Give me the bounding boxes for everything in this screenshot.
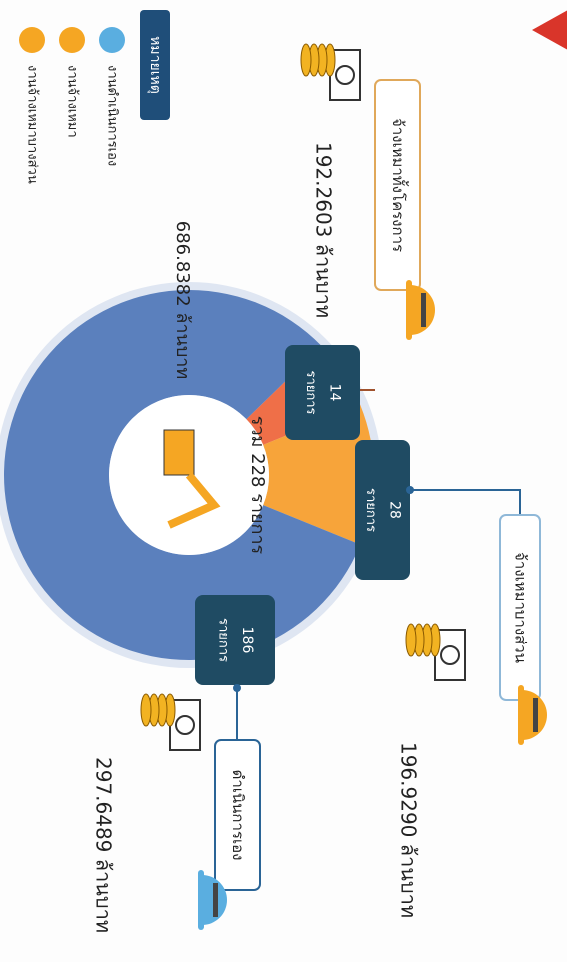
unit-label: รายการ [216, 618, 231, 662]
legend-swatch [19, 27, 45, 53]
leader-dot [233, 684, 241, 692]
total-label: รวม 228 รายการ [247, 416, 268, 555]
helmet-band [213, 883, 218, 917]
coin-stack [406, 624, 416, 656]
unit-label: รายการ [363, 488, 378, 532]
legend-label: งานจ้างเหมา [65, 65, 80, 138]
value-box [285, 345, 360, 440]
total-amount: 686.8382 ล้านบาท [172, 221, 193, 379]
helmet-band [533, 698, 538, 732]
amount-label: 196.9290 ล้านบาท [397, 742, 421, 918]
legend-label: งานจ้างเหมาบางส่วน [25, 65, 40, 184]
legend-title: หมายเหตุ [147, 36, 163, 94]
category-label: ดำเนินการเอง [229, 770, 247, 861]
coin-stack [141, 694, 151, 726]
excavator-icon [164, 430, 194, 475]
value-box [195, 595, 275, 685]
leader-dot [406, 486, 414, 494]
helmet-brim [406, 280, 412, 340]
legend-swatch [59, 27, 85, 53]
legend-label: งานดำเนินการเอง [105, 65, 120, 166]
category-label: จ้างเหมาทั้งโครงการ [389, 118, 409, 252]
infographic: รวม 228 รายการ 686.8382 ล้านบาท 14 รายการ 28… [0, 0, 567, 962]
helmet-brim [518, 685, 524, 745]
helmet-brim [198, 870, 204, 930]
unit-label: รายการ [303, 370, 318, 414]
coin-stack [301, 44, 311, 76]
helmet-band [421, 293, 426, 327]
amount-label: 192.2603 ล้านบาท [312, 142, 336, 318]
legend-swatch [99, 27, 125, 53]
amount-label: 297.6489 ล้านบาท [92, 757, 116, 933]
category-label: จ้างเหมาบางส่วน [512, 552, 530, 663]
value-label: 28 [387, 501, 403, 519]
value-label: 186 [239, 627, 255, 654]
value-label: 14 [327, 384, 343, 402]
